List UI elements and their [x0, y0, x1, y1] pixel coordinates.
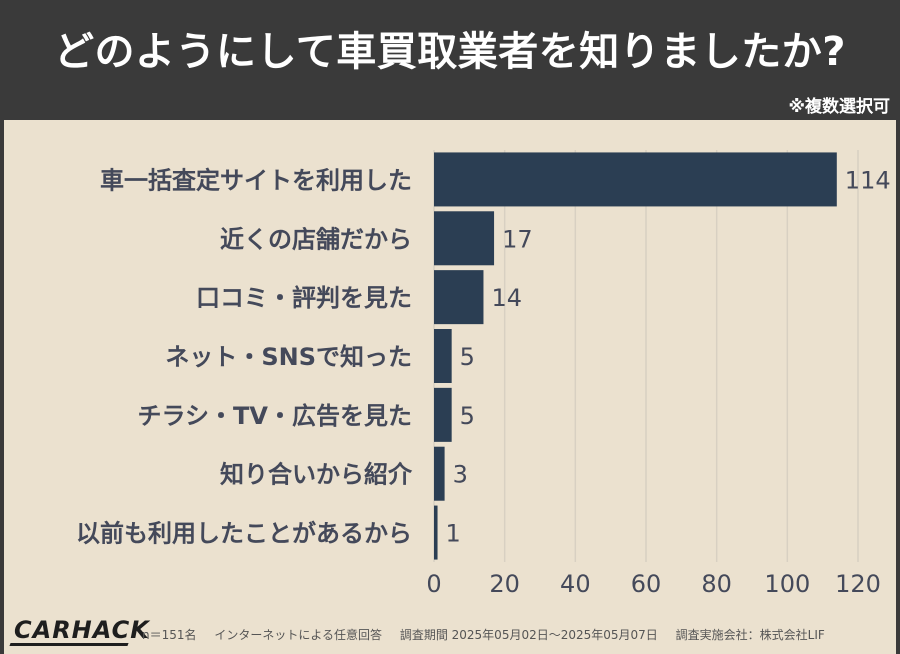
category-label-6: 以前も利用したことがあるから [76, 520, 412, 548]
value-label-0: 114 [845, 166, 891, 194]
header: どのようにして車買取業者を知りましたか? [0, 0, 900, 95]
value-label-2: 14 [491, 284, 522, 312]
value-label-4: 5 [460, 402, 475, 430]
x-tick-label-4: 80 [701, 570, 732, 598]
x-tick-label-0: 0 [426, 570, 441, 598]
bar-2 [434, 270, 484, 325]
category-label-3: ネット・SNSで知った [165, 343, 412, 371]
bar-0 [434, 152, 837, 207]
x-tick-label-1: 20 [489, 570, 520, 598]
multiple-choice-note: ※複数選択可 [788, 97, 890, 117]
x-tick-label-2: 40 [560, 570, 591, 598]
x-tick-label-6: 120 [835, 570, 881, 598]
value-label-3: 5 [460, 343, 475, 371]
carhack-logo: CARHACK [14, 616, 150, 644]
survey-company: 調査実施会社：株式会社LIF [675, 628, 825, 642]
note-bar: ※複数選択可 [0, 95, 900, 120]
category-label-4: チラシ・TV・広告を見た [138, 402, 412, 430]
bar-5 [434, 446, 445, 501]
logo-underline [9, 643, 129, 646]
x-tick-label-3: 60 [631, 570, 662, 598]
bar-6 [434, 505, 438, 560]
sample-size: n＝151名 [142, 628, 197, 642]
value-label-1: 17 [502, 225, 533, 253]
footer-survey-info: n＝151名 インターネットによる任意回答 調査期間 2025年05月02日～2… [142, 626, 839, 643]
frame-right [896, 120, 900, 654]
bar-3 [434, 329, 452, 383]
footer: CARHACK n＝151名 インターネットによる任意回答 調査期間 2025年… [0, 614, 900, 654]
frame-left [0, 120, 4, 654]
value-label-5: 3 [453, 461, 468, 489]
bar-1 [434, 211, 495, 266]
survey-method: インターネットによる任意回答 [214, 628, 382, 642]
bar-chart: 車一括査定サイトを利用した 114 近くの店舗だから 17 口コミ・評判を見た 14 ネット… [76, 150, 891, 598]
category-label-0: 車一括査定サイトを利用した [100, 166, 412, 194]
category-label-2: 口コミ・評判を見た [196, 284, 412, 312]
category-label-1: 近くの店舗だから [220, 225, 412, 253]
chart-title: どのようにして車買取業者を知りましたか? [53, 28, 846, 75]
bar-4 [434, 387, 452, 442]
survey-period: 調査期間 2025年05月02日～2025年05月07日 [399, 628, 658, 642]
value-label-6: 1 [446, 520, 461, 548]
category-label-5: 知り合いから紹介 [220, 461, 413, 489]
x-tick-label-5: 100 [764, 570, 810, 598]
